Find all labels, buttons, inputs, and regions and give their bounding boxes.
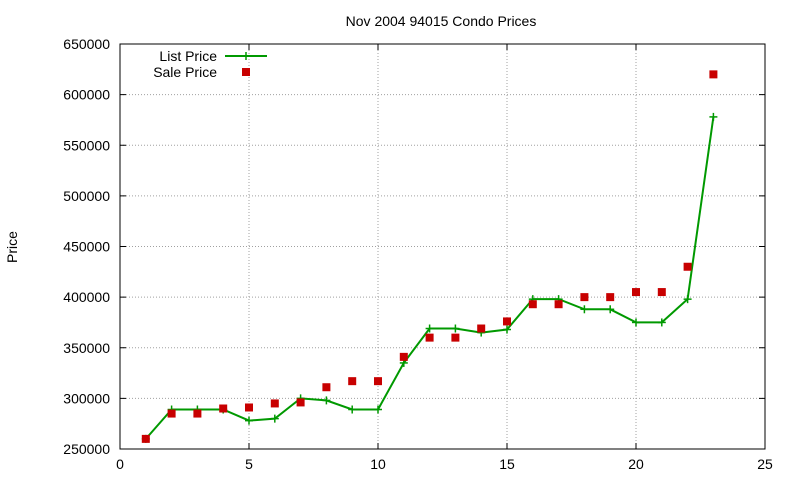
list-price-point — [683, 295, 692, 304]
series-list-price — [141, 112, 718, 443]
sale-price-point — [554, 300, 563, 309]
list-price-point — [322, 396, 331, 405]
x-tick-label: 10 — [370, 456, 386, 472]
list-price-point — [425, 324, 434, 333]
y-tick-label: 500000 — [63, 188, 110, 204]
sale-price-point — [683, 262, 692, 271]
sale-price-point — [657, 288, 666, 297]
sale-price-point — [322, 383, 331, 392]
list-price-point — [451, 324, 460, 333]
y-tick-label: 550000 — [63, 137, 110, 153]
sale-price-point — [296, 398, 305, 407]
sale-price-point — [141, 434, 150, 443]
legend-label: Sale Price — [153, 64, 217, 80]
y-tick-label: 650000 — [63, 36, 110, 52]
y-tick-label: 600000 — [63, 87, 110, 103]
x-tick-label: 0 — [116, 456, 124, 472]
sale-price-point — [425, 333, 434, 342]
y-tick-label: 400000 — [63, 289, 110, 305]
x-tick-label: 15 — [499, 456, 515, 472]
y-tick-label: 250000 — [63, 441, 110, 457]
list-price-line — [145, 116, 715, 440]
y-tick-label: 350000 — [63, 340, 110, 356]
sale-price-point — [580, 293, 589, 302]
axis-ticks: 0 5 10 15 20 25 250000 300000 350000 400000 450000… — [63, 36, 773, 472]
list-price-point — [374, 405, 382, 414]
sale-price-point — [503, 317, 511, 326]
sale-price-point — [528, 300, 537, 309]
x-tick-label: 20 — [628, 456, 644, 472]
list-price-point — [580, 305, 589, 314]
sale-price-point — [399, 352, 408, 361]
series-sale-price — [141, 70, 718, 443]
grid — [120, 44, 765, 449]
sale-price-point — [167, 409, 176, 418]
sale-price-point — [348, 377, 357, 386]
y-tick-label: 300000 — [63, 390, 110, 406]
chart-title: Nov 2004 94015 Condo Prices — [346, 13, 537, 29]
list-price-point — [709, 112, 718, 121]
sale-price-point — [193, 409, 202, 418]
sale-price-point — [451, 333, 460, 342]
list-price-point — [657, 318, 666, 327]
sale-price-point — [477, 324, 486, 333]
x-tick-label: 5 — [245, 456, 253, 472]
list-price-point — [606, 305, 615, 314]
list-price-point — [503, 325, 511, 334]
x-tick-label: 25 — [757, 456, 773, 472]
sale-price-point — [606, 293, 615, 302]
sale-price-point — [270, 399, 279, 408]
sale-price-point — [709, 70, 718, 79]
sale-price-point — [219, 404, 228, 413]
list-price-point — [245, 416, 253, 425]
legend-label: List Price — [159, 48, 217, 64]
legend-swatch-cross — [242, 52, 250, 60]
sale-price-point — [245, 403, 253, 412]
y-tick-label: 450000 — [63, 239, 110, 255]
series-layer — [141, 70, 718, 443]
sale-price-point — [632, 288, 640, 297]
legend-swatch-square — [242, 68, 250, 76]
y-axis-label: Price — [4, 231, 20, 263]
list-price-point — [348, 405, 357, 414]
list-price-point — [270, 414, 279, 423]
sale-price-point — [374, 377, 382, 386]
list-price-point — [632, 318, 640, 327]
